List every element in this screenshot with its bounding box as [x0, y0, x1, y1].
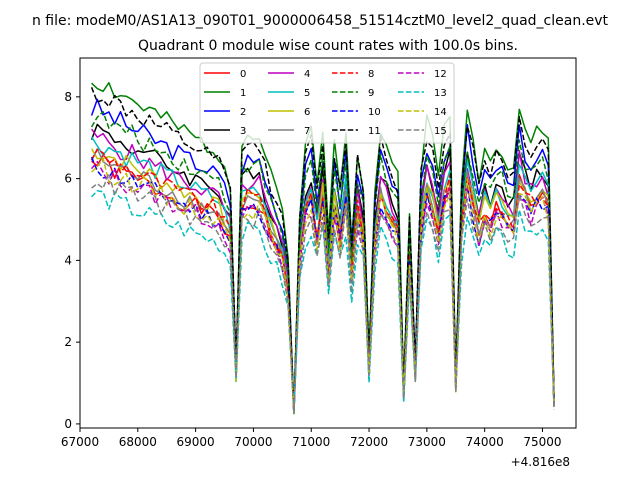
legend-label: 14 [434, 107, 447, 118]
x-tick-label: 72000 [350, 435, 388, 449]
chart-title: Quadrant 0 module wise count rates with … [138, 38, 518, 54]
x-axis: 67000 68000 69000 70000 71000 72000 73000 74000… [61, 428, 562, 449]
x-tick-label: 67000 [61, 435, 99, 449]
series-line-15 [91, 172, 555, 412]
legend-label: 8 [368, 69, 374, 80]
y-tick-label: 4 [64, 253, 72, 267]
series-layer [90, 81, 555, 415]
y-tick-label: 0 [64, 417, 72, 431]
series-line-8 [90, 148, 555, 413]
plot-frame [79, 57, 577, 429]
legend-label: 9 [368, 88, 374, 99]
x-tick-label: 69000 [177, 435, 215, 449]
y-tick-label: 2 [64, 335, 72, 349]
series-line-14 [91, 157, 555, 413]
legend-label: 0 [240, 69, 246, 80]
legend-label: 10 [368, 107, 381, 118]
legend-frame [199, 62, 455, 144]
y-tick-label: 8 [64, 90, 72, 104]
series-line-9 [90, 110, 555, 410]
y-tick-label: 6 [64, 172, 72, 186]
legend-label: 4 [304, 69, 310, 80]
series-line-11 [90, 87, 555, 414]
x-tick-label: 75000 [523, 435, 561, 449]
legend-label: 3 [240, 126, 246, 137]
x-tick-label: 68000 [119, 435, 157, 449]
legend-label: 1 [240, 88, 246, 99]
series-line-7 [90, 148, 555, 415]
x-tick-label: 73000 [408, 435, 446, 449]
legend-label: 6 [304, 107, 310, 118]
x-tick-label: 71000 [292, 435, 330, 449]
legend-label: 12 [434, 69, 447, 80]
x-tick-label: 74000 [466, 435, 504, 449]
legend-label: 11 [368, 126, 381, 137]
legend-label: 7 [304, 126, 310, 137]
legend-label: 5 [304, 88, 310, 99]
legend-label: 15 [434, 126, 447, 137]
x-tick-label: 70000 [234, 435, 272, 449]
legend-label: 13 [434, 88, 447, 99]
series-line-13 [91, 190, 555, 415]
series-line-6 [90, 148, 555, 415]
legend-label: 2 [240, 107, 246, 118]
x-offset-label: +4.816e8 [511, 455, 570, 469]
figure-suptitle: n file: modeM0/AS1A13_090T01_9000006458_… [32, 13, 609, 29]
y-axis: 0 2 4 6 8 [64, 90, 80, 431]
